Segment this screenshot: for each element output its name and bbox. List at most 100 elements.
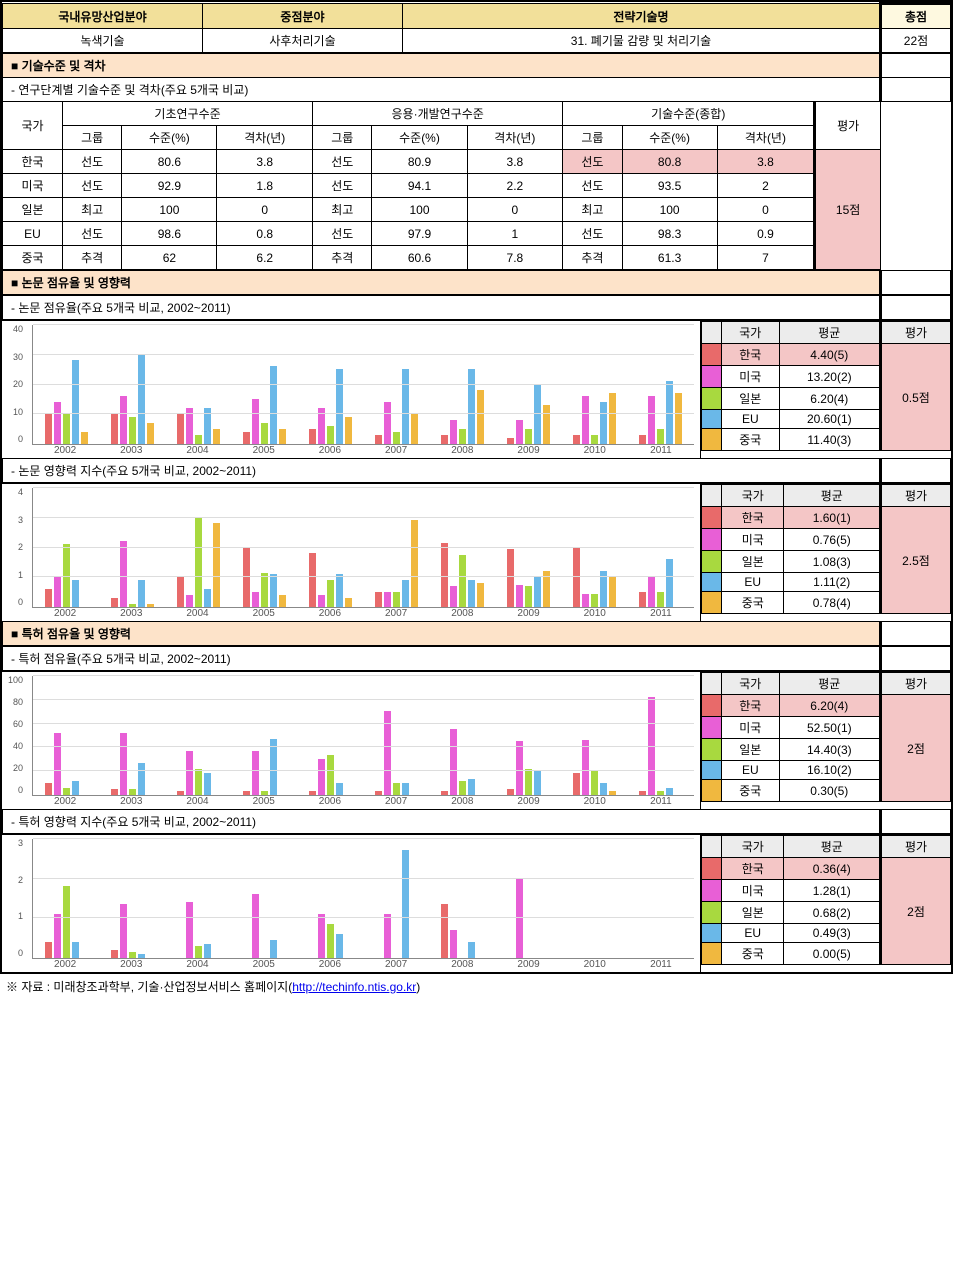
- header-table: 국내유망산업분야 중점분야 전략기술명 총점 녹색기술 사후처리기술 31. 폐…: [2, 2, 951, 53]
- chart-subtitle: - 특허 점유율(주요 5개국 비교, 2002~2011): [3, 647, 881, 671]
- year-group: [231, 366, 297, 444]
- bar: [213, 429, 220, 444]
- bar: [441, 435, 448, 444]
- bar: [393, 592, 400, 607]
- bar: [45, 414, 52, 444]
- year-group: [297, 914, 363, 958]
- year-group: [562, 393, 628, 444]
- bar: [534, 771, 541, 795]
- side-country: 중국: [722, 429, 780, 451]
- chart-area: 0123420022003200420052006200720082009201…: [2, 484, 701, 621]
- bar: [582, 396, 589, 444]
- bar: [309, 429, 316, 444]
- bar: [318, 914, 325, 958]
- side-avg: 0.76(5): [784, 529, 881, 551]
- table-row: 중국 추격626.2 추격60.67.8 추격61.37: [3, 246, 951, 270]
- bar: [441, 904, 448, 958]
- bar: [375, 791, 382, 795]
- bar: [411, 520, 418, 607]
- side-avg-h: 평균: [779, 673, 880, 695]
- year-group: [297, 755, 363, 795]
- side-country-h: 국가: [722, 322, 780, 344]
- chart-subtitle: - 특허 영향력 지수(주요 5개국 비교, 2002~2011): [3, 810, 881, 834]
- bar: [129, 417, 136, 444]
- chart-area: 0102030402002200320042005200620072008200…: [2, 321, 701, 458]
- bar: [63, 414, 70, 444]
- bar: [261, 423, 268, 444]
- year-group: [297, 553, 363, 607]
- bar: [609, 577, 616, 607]
- chart-block: 0204060801002002200320042005200620072008…: [2, 671, 951, 809]
- bars-wrap: [32, 839, 694, 959]
- year-group: [99, 733, 165, 795]
- bar: [129, 604, 136, 607]
- bar: [129, 952, 136, 958]
- section3-header: ■ 특허 점유율 및 영향력: [2, 621, 951, 646]
- side-avg: 1.60(1): [784, 507, 881, 529]
- bar: [120, 733, 127, 795]
- s1-basic-h: 기초연구수준: [63, 102, 313, 126]
- swatch: [702, 410, 722, 429]
- bar: [120, 396, 127, 444]
- year-group: [33, 886, 99, 958]
- bar: [45, 589, 52, 607]
- side-country: 일본: [722, 739, 780, 761]
- bar: [600, 571, 607, 607]
- side-avg: 13.20(2): [779, 366, 880, 388]
- year-group: [363, 850, 429, 958]
- bar: [639, 791, 646, 795]
- year-group: [297, 369, 363, 444]
- bar: [54, 733, 61, 795]
- side-avg: 1.11(2): [784, 573, 881, 592]
- swatch: [702, 717, 722, 739]
- bar: [309, 553, 316, 607]
- swatch: [702, 739, 722, 761]
- bar: [393, 432, 400, 444]
- chart-side: 국가평균평가한국6.20(4)2점미국52.50(1)일본14.40(3)EU1…: [701, 672, 951, 809]
- bar: [309, 791, 316, 795]
- side-country: 중국: [722, 592, 784, 614]
- year-group: [231, 547, 297, 607]
- bar: [573, 773, 580, 795]
- bar: [261, 791, 268, 795]
- bar: [195, 435, 202, 444]
- bar: [252, 592, 259, 607]
- year-group: [99, 541, 165, 607]
- bar: [261, 573, 268, 608]
- bar: [525, 586, 532, 607]
- year-group: [33, 360, 99, 444]
- bar: [525, 429, 532, 444]
- bar: [648, 396, 655, 444]
- side-avg: 0.68(2): [784, 902, 881, 924]
- bar: [54, 577, 61, 607]
- bar: [450, 586, 457, 607]
- side-country: EU: [722, 924, 784, 943]
- swatch: [702, 880, 722, 902]
- bar: [177, 791, 184, 795]
- s1-eval-val: 15점: [815, 150, 881, 270]
- bar: [327, 426, 334, 444]
- bar: [402, 369, 409, 444]
- footnote-link[interactable]: http://techinfo.ntis.go.kr: [292, 980, 416, 994]
- swatch: [702, 388, 722, 410]
- bar: [147, 604, 154, 607]
- bar: [516, 878, 523, 958]
- s1-overall-h: 기술수준(종합): [563, 102, 815, 126]
- bar: [204, 944, 211, 958]
- bar: [213, 523, 220, 607]
- side-avg: 1.28(1): [784, 880, 881, 902]
- bar: [327, 755, 334, 795]
- bar: [120, 904, 127, 958]
- side-country: 미국: [722, 880, 784, 902]
- year-group: [165, 902, 231, 958]
- bar: [252, 894, 259, 958]
- bar: [336, 783, 343, 795]
- chart-block: 0102030402002200320042005200620072008200…: [2, 320, 951, 458]
- bar: [204, 408, 211, 444]
- year-group: [562, 740, 628, 795]
- bar: [543, 571, 550, 607]
- swatch: [702, 695, 722, 717]
- swatch: [702, 551, 722, 573]
- year-group: [165, 751, 231, 795]
- bar: [111, 789, 118, 795]
